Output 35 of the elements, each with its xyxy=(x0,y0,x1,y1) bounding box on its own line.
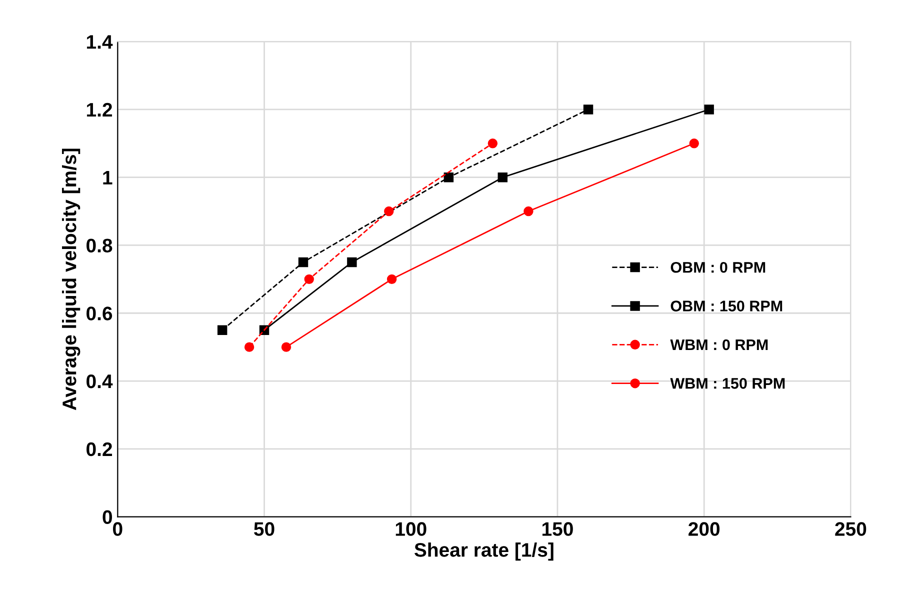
legend-label: OBM : 0 RPM xyxy=(670,262,766,273)
x-tick-label: 0 xyxy=(113,522,122,536)
legend-label: OBM : 150 RPM xyxy=(670,300,782,312)
point xyxy=(217,325,228,335)
x-tick-label: 50 xyxy=(254,522,274,536)
point xyxy=(386,274,397,284)
y-tick-label: 1.2 xyxy=(86,102,112,117)
point xyxy=(444,172,454,182)
y-tick-label: 0.4 xyxy=(86,374,113,388)
point xyxy=(689,138,699,148)
y-tick-label: 0.2 xyxy=(86,442,112,456)
y-tick-label: 0.8 xyxy=(86,238,112,252)
point xyxy=(304,274,314,284)
point xyxy=(298,257,308,268)
y-tick-label: 1 xyxy=(103,171,112,184)
point xyxy=(488,138,498,148)
y-axis-title: Average liquid velocity [m/s] xyxy=(62,148,80,410)
x-tick-label: 250 xyxy=(835,522,866,536)
point xyxy=(244,342,254,352)
point xyxy=(498,172,508,182)
legend-label: WBM : 150 RPM xyxy=(670,378,785,389)
point xyxy=(704,104,714,114)
x-tick-label: 100 xyxy=(396,522,426,536)
legend-label: WBM : 0 RPM xyxy=(670,339,768,350)
x-axis-title: Shear rate [1/s] xyxy=(414,542,554,561)
point xyxy=(281,342,292,352)
point xyxy=(384,206,394,216)
point xyxy=(524,206,534,216)
y-tick-label: 0.6 xyxy=(86,306,112,320)
x-tick-label: 150 xyxy=(542,522,573,536)
y-tick-label: 1.4 xyxy=(86,35,113,49)
x-tick-label: 200 xyxy=(688,522,720,536)
y-tick-label: 0 xyxy=(102,510,112,524)
point xyxy=(583,104,594,114)
point xyxy=(347,257,357,268)
